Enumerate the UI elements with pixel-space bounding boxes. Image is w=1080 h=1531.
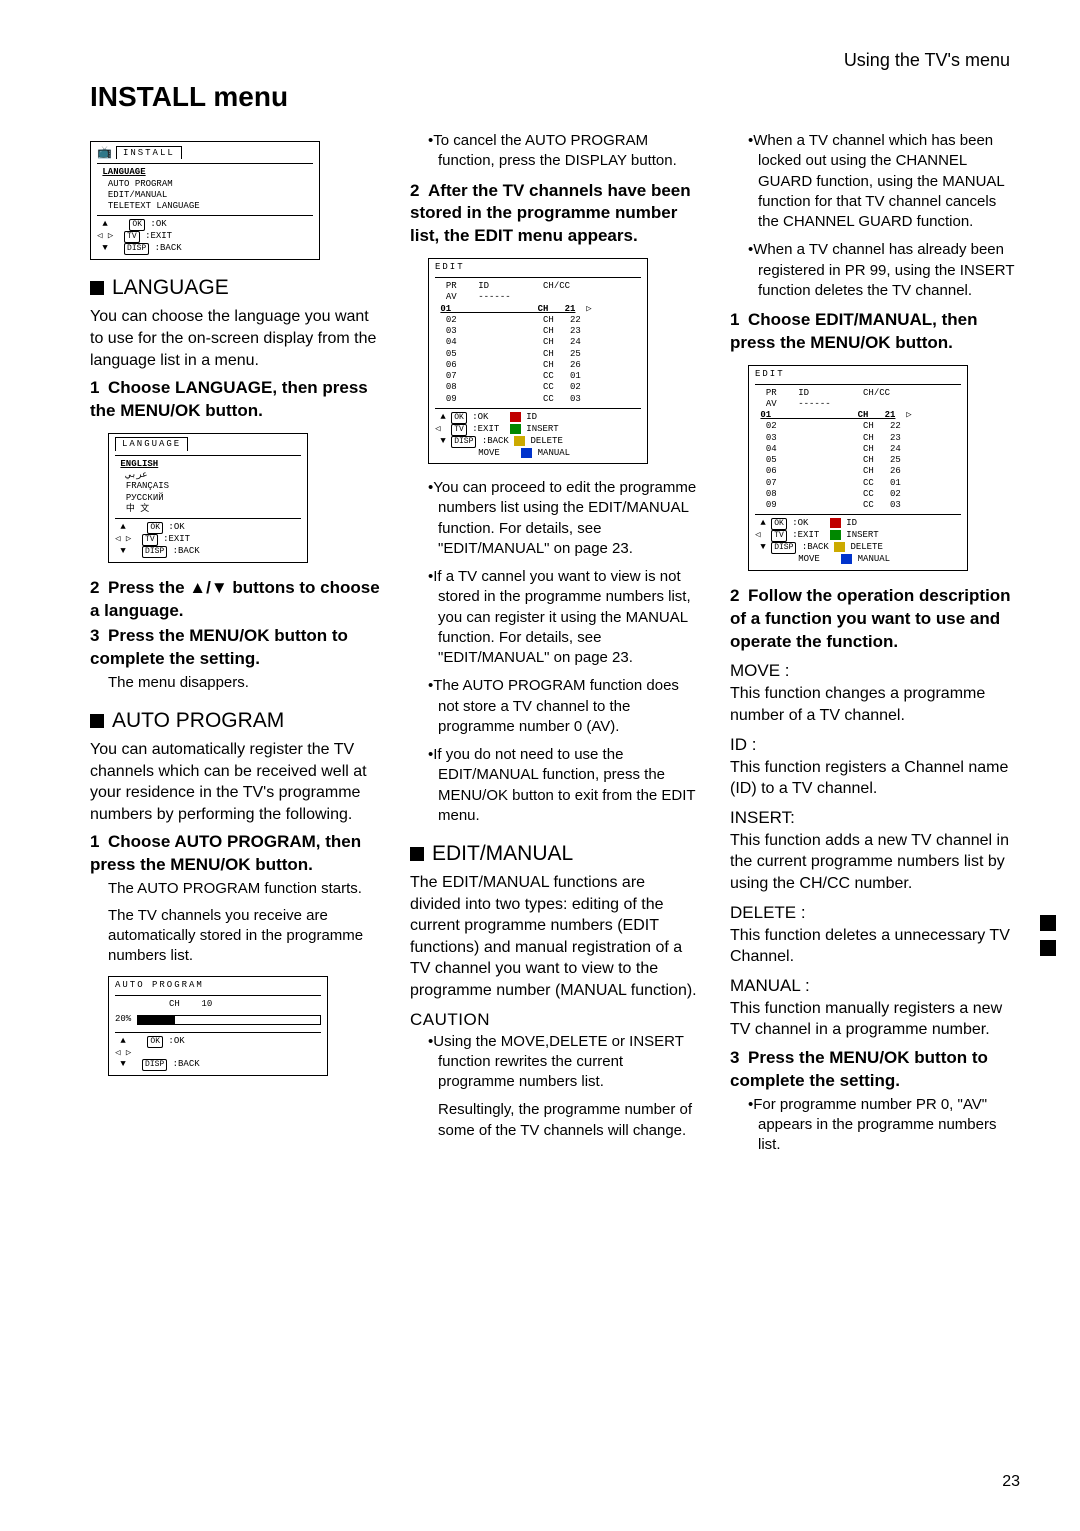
column-1: 📺 INSTALL LANGUAGE AUTO PROGRAM EDIT/MAN…	[90, 131, 380, 1164]
language-menu-box: LANGUAGE ENGLISH عربي FRANÇAIS РУССКИЙ 中…	[108, 433, 308, 563]
autoprogram-tab: AUTO PROGRAM	[115, 980, 204, 991]
autoprogram-intro: You can automatically register the TV ch…	[90, 739, 380, 825]
delete-heading: DELETE :	[730, 903, 1020, 923]
col3-step-2: 2Follow the operation description of a f…	[730, 585, 1020, 654]
autoprogram-legend: ▲ OK :OK ◁ ▷ ▼ DISP :BACK	[115, 1036, 321, 1071]
page-number: 23	[1002, 1473, 1020, 1491]
progress-label: 20%	[115, 1014, 131, 1025]
autoprogram-step-1-note1: The AUTO PROGRAM function starts.	[90, 879, 380, 899]
language-step-3-note: The menu disappers.	[90, 673, 380, 693]
autoprogram-step-1: 1Choose AUTO PROGRAM, then press the MEN…	[90, 831, 380, 877]
caution-heading: CAUTION	[410, 1010, 700, 1030]
move-body: This function changes a programme number…	[730, 683, 1020, 726]
sidebar-marker-icon	[1040, 915, 1056, 931]
id-body: This function registers a Channel name (…	[730, 757, 1020, 800]
autoprogram-row: CH 10	[115, 999, 321, 1010]
edit-menu-box-2: EDIT PR ID CH/CC AV ------ 01 CH 21 ▷ 02…	[748, 365, 968, 571]
language-step-1: 1Choose LANGUAGE, then press the MENU/OK…	[90, 377, 380, 423]
col2-bullet-1: •To cancel the AUTO PROGRAM function, pr…	[410, 131, 700, 172]
language-tab: LANGUAGE	[115, 437, 188, 451]
col2-bullet-4: •The AUTO PROGRAM function does not stor…	[410, 676, 700, 737]
col2-bullet-5: •If you do not need to use the EDIT/MANU…	[410, 745, 700, 826]
square-bullet-icon	[90, 281, 104, 295]
edit-header: PR ID CH/CC AV ------	[435, 281, 641, 304]
language-step-3: 3Press the MENU/OK button to complete th…	[90, 625, 380, 671]
delete-body: This function deletes a unnecessary TV C…	[730, 925, 1020, 968]
tv-icon: 📺	[97, 146, 112, 160]
editmanual-intro: The EDIT/MANUAL functions are divided in…	[410, 872, 700, 1002]
column-3: •When a TV channel which has been locked…	[730, 131, 1020, 1164]
col3-bullet-2: •When a TV channel has already been regi…	[730, 240, 1020, 301]
autoprogram-heading: AUTO PROGRAM	[90, 709, 380, 733]
progress-bar	[137, 1015, 321, 1025]
col3-step-3-bullet: •For programme number PR 0, "AV" appears…	[730, 1095, 1020, 1156]
install-menu-box: 📺 INSTALL LANGUAGE AUTO PROGRAM EDIT/MAN…	[90, 141, 320, 260]
square-bullet-icon	[90, 714, 104, 728]
column-2: •To cancel the AUTO PROGRAM function, pr…	[410, 131, 700, 1164]
edit-tab: EDIT	[435, 262, 465, 273]
caution-bullet-1: •Using the MOVE,DELETE or INSERT functio…	[410, 1032, 700, 1093]
col2-step-2: 2After the TV channels have been stored …	[410, 180, 700, 249]
editmanual-heading: EDIT/MANUAL	[410, 842, 700, 866]
page-title: INSTALL menu	[90, 81, 1020, 113]
square-bullet-icon	[410, 847, 424, 861]
id-heading: ID :	[730, 735, 1020, 755]
insert-body: This function adds a new TV channel in t…	[730, 830, 1020, 895]
sidebar-marker-icon	[1040, 940, 1056, 956]
breadcrumb: Using the TV's menu	[90, 50, 1020, 71]
col3-step-1: 1Choose EDIT/MANUAL, then press the MENU…	[730, 309, 1020, 355]
edit-legend: ▲ OK :OK ID ◁ TV :EXIT INSERT ▼ DISP :BA…	[435, 412, 641, 459]
manual-heading: MANUAL :	[730, 976, 1020, 996]
edit-legend-2: ▲ OK :OK ID ◁ TV :EXIT INSERT ▼ DISP :BA…	[755, 518, 961, 565]
autoprogram-step-1-note2: The TV channels you receive are automati…	[90, 906, 380, 967]
language-step-2: 2Press the ▲/▼ buttons to choose a langu…	[90, 577, 380, 623]
caution-bullet-1b: Resultingly, the programme number of som…	[410, 1100, 700, 1141]
col3-step-3: 3Press the MENU/OK button to complete th…	[730, 1047, 1020, 1093]
language-intro: You can choose the language you want to …	[90, 306, 380, 371]
install-items: LANGUAGE AUTO PROGRAM EDIT/MANUAL TELETE…	[97, 167, 313, 212]
col2-bullet-3: •If a TV cannel you want to view is not …	[410, 567, 700, 668]
manual-body: This function manually registers a new T…	[730, 998, 1020, 1041]
edit-header-2: PR ID CH/CC AV ------	[755, 388, 961, 411]
edit-rows-2: 01 CH 21 ▷ 02 CH 22 03 CH 23 04 CH 24 05…	[755, 410, 961, 511]
col3-bullet-1: •When a TV channel which has been locked…	[730, 131, 1020, 232]
language-heading: LANGUAGE	[90, 276, 380, 300]
autoprogram-box: AUTO PROGRAM CH 10 20% ▲ OK :OK ◁ ▷ ▼ DI…	[108, 976, 328, 1076]
edit-menu-box: EDIT PR ID CH/CC AV ------ 01 CH 21 ▷ 02…	[428, 258, 648, 464]
language-items: ENGLISH عربي FRANÇAIS РУССКИЙ 中 文	[115, 459, 301, 515]
col2-bullet-2: •You can proceed to edit the programme n…	[410, 478, 700, 559]
language-legend: ▲ OK :OK ◁ ▷ TV :EXIT ▼ DISP :BACK	[115, 522, 301, 558]
edit-tab-2: EDIT	[755, 369, 785, 380]
edit-rows: 01 CH 21 ▷ 02 CH 22 03 CH 23 04 CH 24 05…	[435, 304, 641, 405]
insert-heading: INSERT:	[730, 808, 1020, 828]
move-heading: MOVE :	[730, 661, 1020, 681]
install-legend: ▲ OK :OK ◁ ▷ TV :EXIT ▼ DISP :BACK	[97, 219, 313, 255]
install-tab: INSTALL	[116, 146, 182, 160]
